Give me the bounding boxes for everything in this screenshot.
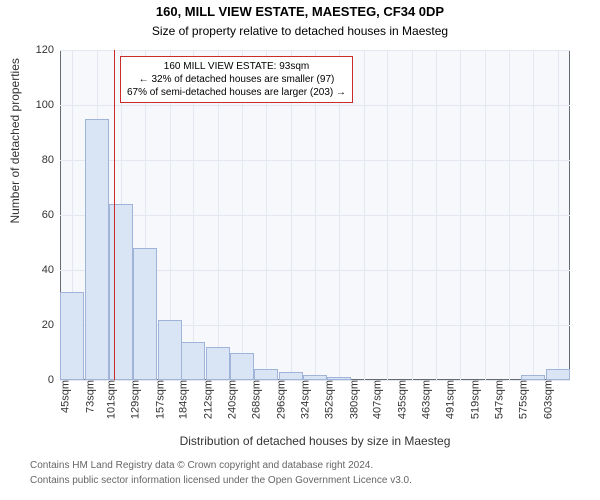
x-tick-label: 268sqm bbox=[247, 380, 263, 419]
histogram-bar bbox=[279, 372, 303, 380]
annotation-box: 160 MILL VIEW ESTATE: 93sqm← 32% of deta… bbox=[120, 56, 353, 103]
x-tick-label: 184sqm bbox=[174, 380, 190, 419]
x-tick-label: 463sqm bbox=[416, 380, 432, 419]
histogram-bar bbox=[303, 375, 327, 381]
chart-title: 160, MILL VIEW ESTATE, MAESTEG, CF34 0DP bbox=[0, 4, 600, 19]
x-tick-label: 435sqm bbox=[392, 380, 408, 419]
x-tick-label: 547sqm bbox=[490, 380, 506, 419]
x-tick-label: 240sqm bbox=[222, 380, 238, 419]
x-tick-label: 296sqm bbox=[271, 380, 287, 419]
footer-line-1: Contains HM Land Registry data © Crown c… bbox=[30, 460, 373, 471]
x-tick-label: 519sqm bbox=[465, 380, 481, 419]
histogram-bar bbox=[327, 377, 351, 380]
x-tick-label: 73sqm bbox=[80, 380, 96, 413]
gridline-v bbox=[485, 50, 486, 380]
chart-subtitle: Size of property relative to detached ho… bbox=[0, 24, 600, 38]
y-tick-label: 120 bbox=[36, 44, 60, 56]
histogram-bar bbox=[158, 320, 182, 381]
y-tick-label: 40 bbox=[42, 264, 60, 276]
x-tick-label: 352sqm bbox=[320, 380, 336, 419]
y-tick-label: 60 bbox=[42, 209, 60, 221]
histogram-bar bbox=[133, 248, 157, 380]
x-tick-label: 380sqm bbox=[344, 380, 360, 419]
gridline-v bbox=[509, 50, 510, 380]
annotation-line: ← 32% of detached houses are smaller (97… bbox=[127, 73, 346, 86]
gridline-v bbox=[364, 50, 365, 380]
annotation-line: 160 MILL VIEW ESTATE: 93sqm bbox=[127, 60, 346, 73]
x-tick-label: 157sqm bbox=[150, 380, 166, 419]
y-tick-label: 80 bbox=[42, 154, 60, 166]
x-tick-label: 324sqm bbox=[295, 380, 311, 419]
histogram-bar bbox=[109, 204, 133, 380]
annotation-line: 67% of semi-detached houses are larger (… bbox=[127, 86, 346, 99]
histogram-bar bbox=[254, 369, 278, 380]
x-tick-label: 407sqm bbox=[368, 380, 384, 419]
x-tick-label: 129sqm bbox=[126, 380, 142, 419]
gridline-v bbox=[436, 50, 437, 380]
x-tick-label: 45sqm bbox=[56, 380, 72, 413]
x-tick-label: 101sqm bbox=[101, 380, 117, 419]
histogram-bar bbox=[206, 347, 230, 380]
gridline-v bbox=[558, 50, 559, 380]
histogram-bar bbox=[230, 353, 254, 381]
gridline-v bbox=[412, 50, 413, 380]
histogram-bar bbox=[181, 342, 205, 381]
x-tick-label: 491sqm bbox=[441, 380, 457, 419]
y-tick-label: 20 bbox=[42, 319, 60, 331]
gridline-v bbox=[533, 50, 534, 380]
x-tick-label: 603sqm bbox=[538, 380, 554, 419]
x-tick-label: 575sqm bbox=[514, 380, 530, 419]
plot-area: 02040608010012045sqm73sqm101sqm129sqm157… bbox=[60, 50, 570, 380]
y-axis-label: Number of detached properties bbox=[8, 58, 22, 223]
histogram-bar bbox=[85, 119, 109, 380]
x-tick-label: 212sqm bbox=[198, 380, 214, 419]
gridline-v bbox=[460, 50, 461, 380]
x-axis-label: Distribution of detached houses by size … bbox=[60, 434, 570, 448]
footer-line-2: Contains public sector information licen… bbox=[30, 475, 412, 486]
gridline-v bbox=[387, 50, 388, 380]
histogram-bar bbox=[546, 369, 570, 380]
histogram-bar bbox=[60, 292, 84, 380]
reference-line bbox=[114, 50, 116, 380]
histogram-bar bbox=[521, 375, 545, 381]
y-tick-label: 100 bbox=[36, 99, 60, 111]
